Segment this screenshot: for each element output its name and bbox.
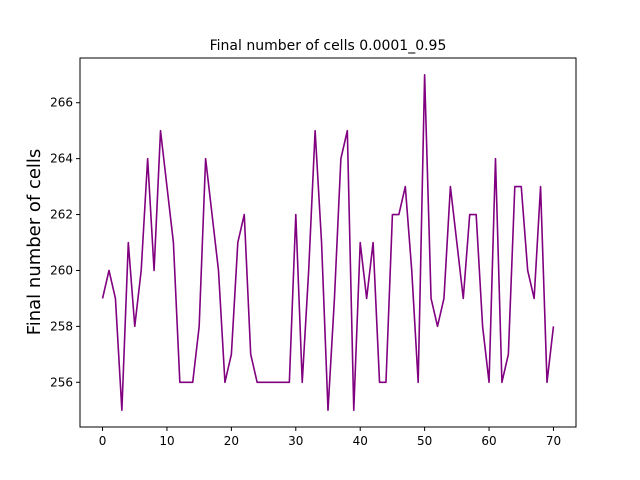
series-line <box>101 73 555 412</box>
x-tick-label: 50 <box>417 434 432 448</box>
y-axis: 256 258 260 262 264 266 <box>50 96 80 389</box>
y-tick-label: 256 <box>50 375 73 389</box>
x-axis: 0 10 20 30 40 50 60 70 <box>99 427 561 448</box>
x-tick-label: 70 <box>546 434 561 448</box>
x-tick-label: 40 <box>353 434 368 448</box>
y-tick-label: 260 <box>50 263 73 277</box>
y-tick-label: 264 <box>50 152 73 166</box>
x-tick-label: 0 <box>99 434 107 448</box>
y-tick-label: 262 <box>50 208 73 222</box>
plot-area <box>101 73 555 412</box>
x-tick-label: 60 <box>481 434 496 448</box>
x-tick-label: 30 <box>288 434 303 448</box>
y-axis-label: Final number of cells <box>24 149 45 336</box>
x-tick-label: 10 <box>159 434 174 448</box>
chart-title: Final number of cells 0.0001_0.95 <box>210 38 447 54</box>
y-tick-label: 258 <box>50 319 73 333</box>
plot-frame <box>79 57 577 428</box>
y-tick-label: 266 <box>50 96 73 110</box>
x-tick-label: 20 <box>224 434 239 448</box>
